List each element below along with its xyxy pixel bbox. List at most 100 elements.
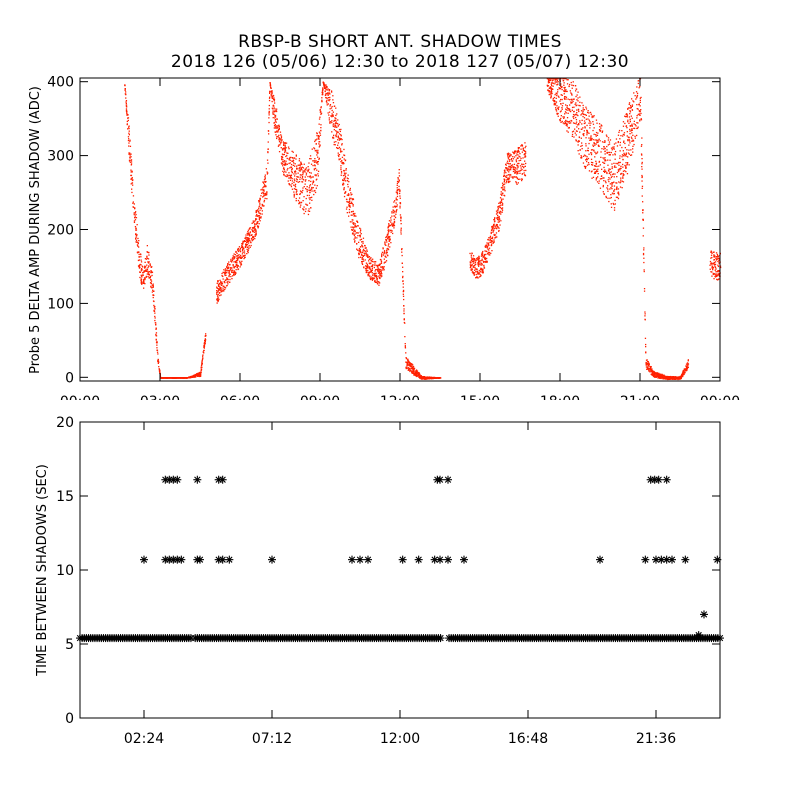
top-data-point: [476, 270, 479, 273]
top-data-point: [414, 372, 416, 374]
top-data-point: [424, 378, 426, 380]
top-data-point: [477, 259, 479, 261]
top-data-point: [647, 361, 649, 363]
top-data-point: [261, 210, 263, 212]
top-data-point: [185, 377, 187, 379]
top-data-point: [495, 213, 498, 215]
top-data-point: [201, 360, 203, 362]
top-data-point: [128, 160, 131, 162]
top-data-point: [314, 184, 316, 186]
top-data-point: [609, 154, 611, 156]
top-data-point: [491, 227, 493, 229]
top-data-point: [313, 190, 315, 192]
top-data-point: [333, 123, 335, 125]
top-data-point: [237, 248, 239, 251]
top-data-point: [379, 263, 381, 266]
top-data-point: [656, 373, 659, 375]
top-data-point: [495, 236, 497, 238]
top-data-point: [138, 253, 140, 256]
top-data-point: [346, 180, 349, 182]
top-data-point: [625, 113, 627, 115]
top-data-point: [153, 290, 155, 292]
top-data-point: [393, 210, 396, 212]
top-data-point: [256, 225, 259, 227]
top-data-point: [614, 150, 617, 153]
top-data-point: [473, 272, 476, 274]
top-data-point: [558, 96, 560, 98]
top-data-point: [563, 82, 565, 84]
top-data-point: [602, 161, 604, 163]
top-data-point: [672, 378, 674, 380]
top-data-point: [283, 143, 285, 145]
top-data-point: [381, 267, 384, 269]
top-data-point: [240, 256, 242, 258]
top-data-point: [559, 111, 562, 113]
top-data-point: [156, 340, 158, 343]
top-data-point: [254, 224, 256, 226]
top-data-point: [347, 183, 349, 186]
top-data-point: [625, 167, 627, 169]
top-data-point: [648, 369, 650, 372]
top-data-point: [150, 286, 152, 288]
top-data-point: [649, 369, 652, 371]
top-data-point: [484, 250, 486, 252]
top-data-point: [566, 120, 568, 122]
top-data-point: [328, 97, 330, 99]
top-data-point: [650, 373, 652, 375]
top-data-point: [555, 78, 557, 81]
top-data-point: [402, 293, 404, 295]
top-data-point: [304, 168, 306, 170]
top-data-point: [254, 228, 256, 230]
top-data-point: [226, 266, 228, 268]
top-data-point: [258, 216, 260, 219]
top-data-point: [488, 244, 490, 246]
top-data-point: [683, 370, 685, 372]
top-data-point: [481, 271, 483, 273]
top-data-point: [328, 92, 331, 94]
top-data-point: [560, 78, 562, 80]
top-data-point: [278, 127, 280, 129]
top-data-point: [661, 377, 663, 379]
top-data-point: [661, 375, 664, 377]
top-data-point: [631, 125, 633, 127]
top-data-point: [666, 378, 669, 380]
top-data-point: [511, 160, 514, 162]
top-data-point: [507, 170, 509, 172]
top-data-point: [271, 96, 273, 99]
top-data-point: [139, 263, 141, 266]
top-data-point: [252, 221, 254, 224]
top-data-point: [412, 370, 414, 372]
top-data-point: [630, 149, 632, 151]
top-data-point: [255, 210, 258, 213]
top-data-point: [335, 122, 337, 124]
top-data-point: [156, 342, 158, 344]
top-data-point: [398, 172, 400, 174]
top-data-point: [642, 201, 644, 203]
top-data-point: [502, 184, 504, 186]
top-data-point: [614, 199, 616, 202]
top-data-point: [641, 176, 643, 178]
top-data-point: [129, 153, 131, 155]
top-data-point: [256, 221, 258, 223]
top-data-point: [231, 257, 234, 259]
top-data-point: [402, 275, 404, 278]
top-data-point: [253, 227, 255, 230]
top-data-point: [611, 163, 613, 165]
top-data-point: [590, 138, 592, 140]
top-data-point: [479, 264, 481, 266]
top-data-point: [365, 252, 367, 254]
top-data-point: [195, 375, 197, 377]
top-data-point: [126, 123, 128, 125]
top-data-point: [231, 267, 233, 269]
top-data-point: [604, 159, 607, 161]
top-data-point: [312, 160, 314, 162]
top-data-point: [554, 83, 556, 85]
top-data-point: [516, 183, 518, 185]
top-data-point: [317, 156, 319, 158]
top-data-point: [416, 372, 418, 374]
top-data-point: [514, 171, 517, 173]
top-data-point: [623, 132, 626, 134]
top-data-point: [658, 372, 660, 374]
top-data-point: [643, 257, 645, 259]
top-data-point: [360, 256, 362, 258]
